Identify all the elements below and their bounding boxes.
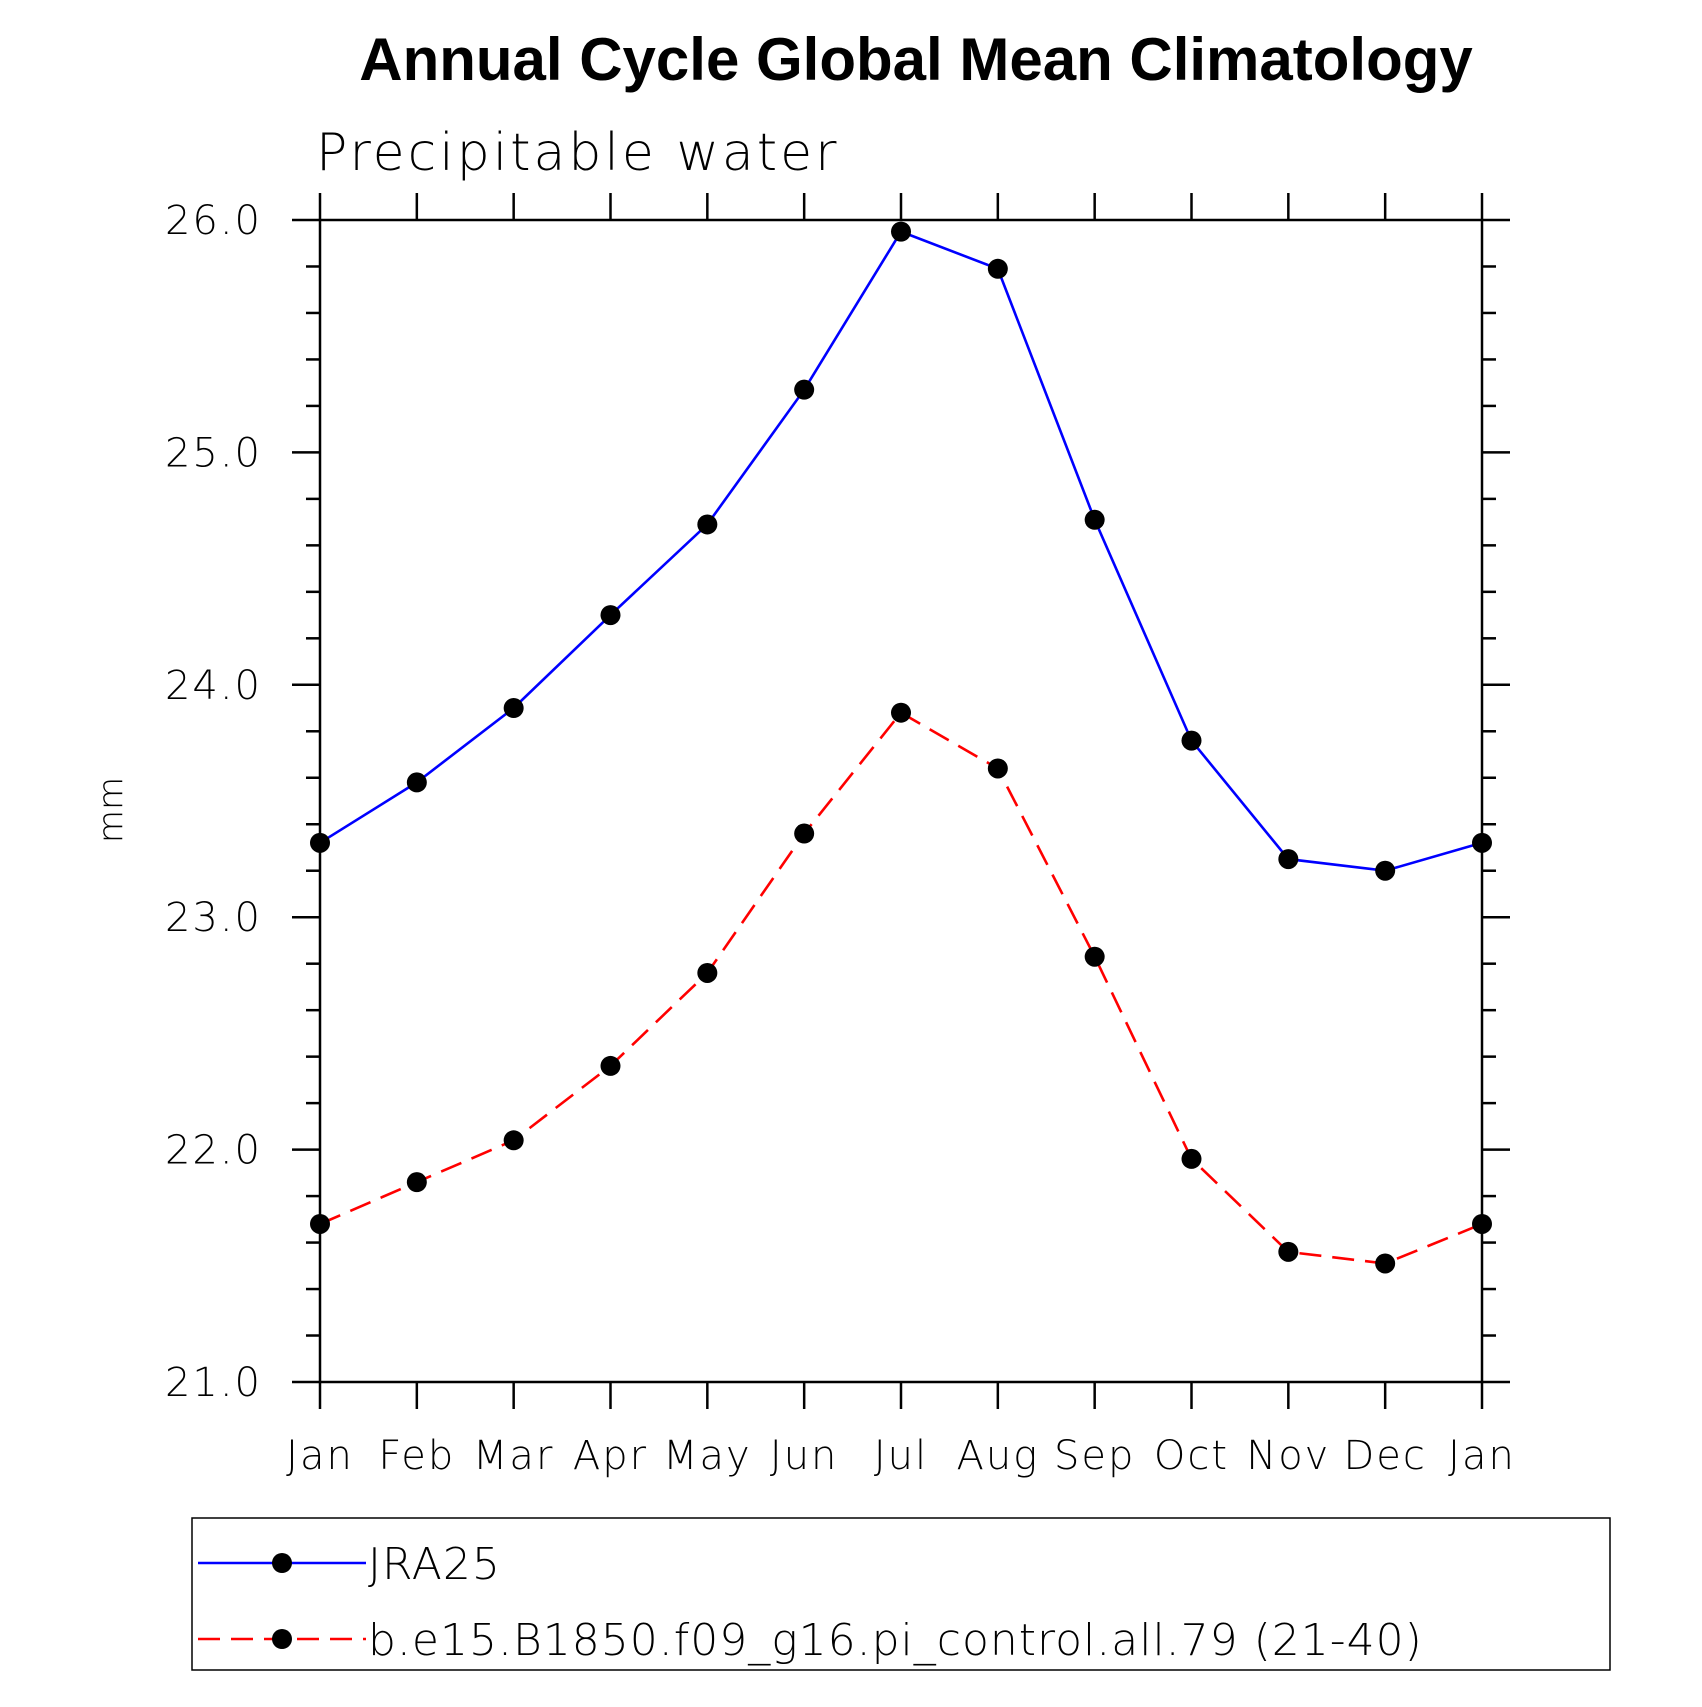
x-tick-label: Sep: [1054, 1433, 1135, 1479]
data-point: [1181, 730, 1202, 751]
plot-frame: [318, 218, 1484, 1384]
data-point: [1472, 1213, 1492, 1234]
x-tick-label: Jan: [286, 1433, 354, 1479]
series-line: [319, 229, 1483, 873]
x-tick-label: Jun: [770, 1433, 839, 1479]
data-point: [1084, 509, 1105, 530]
x-tick-label: Mar: [473, 1433, 554, 1479]
x-tick-label: Jan: [1448, 1433, 1516, 1479]
data-point: [794, 823, 815, 844]
data-point: [697, 962, 718, 983]
legend-marker-2: [272, 1629, 292, 1649]
data-point: [406, 772, 427, 793]
series-1: [310, 221, 1492, 881]
x-tick-label: Jul: [874, 1433, 928, 1479]
legend-label-1: JRA25: [368, 1539, 501, 1590]
x-tick-label: Feb: [378, 1433, 455, 1479]
data-point: [1472, 832, 1492, 853]
series-line: [319, 711, 1483, 1265]
data-point: [503, 698, 524, 719]
chart-title: Annual Cycle Global Mean Climatology: [359, 26, 1473, 93]
data-point: [891, 702, 911, 723]
data-point: [794, 379, 815, 400]
legend-box: [191, 1517, 1611, 1671]
data-point: [1278, 1241, 1299, 1262]
data-point: [600, 605, 621, 626]
data-point: [987, 758, 1008, 779]
data-point: [1375, 860, 1396, 881]
x-tick-label: Oct: [1154, 1433, 1229, 1479]
data-point: [1181, 1148, 1202, 1169]
data-point: [1278, 849, 1299, 870]
series-layer: [310, 221, 1492, 1274]
chart-subtitle: Precipitable water: [316, 123, 840, 183]
y-tick-label: 25.0: [165, 430, 262, 476]
axes: Jan Feb Mar Apr May Jun Jul Aug Sep Oct Nov Dec Jan 2…: [165, 193, 1516, 1479]
y-tick-label: 24.0: [165, 663, 262, 709]
y-tick-label: 23.0: [165, 895, 262, 941]
legend: JRA25 b.e15.B1850.f09_g16.pi_control.all.…: [191, 1517, 1611, 1671]
data-point: [600, 1055, 621, 1076]
data-point: [987, 258, 1008, 279]
y-tick-label: 21.0: [165, 1360, 262, 1406]
y-tick-label: 22.0: [165, 1128, 262, 1174]
legend-label-2: b.e15.B1850.f09_g16.pi_control.all.79 (2…: [368, 1615, 1423, 1666]
y-tick-label: 26.0: [165, 198, 262, 244]
y-axis-label: mm: [91, 777, 131, 843]
data-point: [406, 1172, 427, 1193]
data-point: [310, 832, 330, 853]
data-point: [1375, 1253, 1396, 1274]
data-point: [1084, 946, 1105, 967]
data-point: [503, 1130, 524, 1151]
data-point: [697, 514, 718, 535]
x-tick-label: May: [663, 1433, 752, 1479]
data-point: [891, 221, 911, 242]
legend-marker-1: [272, 1553, 292, 1573]
data-point: [310, 1213, 330, 1234]
series-2: [310, 702, 1492, 1274]
x-tick-label: Nov: [1246, 1433, 1330, 1479]
x-tick-label: Dec: [1343, 1433, 1426, 1479]
x-tick-label: Aug: [956, 1433, 1039, 1479]
x-tick-label: Apr: [573, 1433, 648, 1479]
